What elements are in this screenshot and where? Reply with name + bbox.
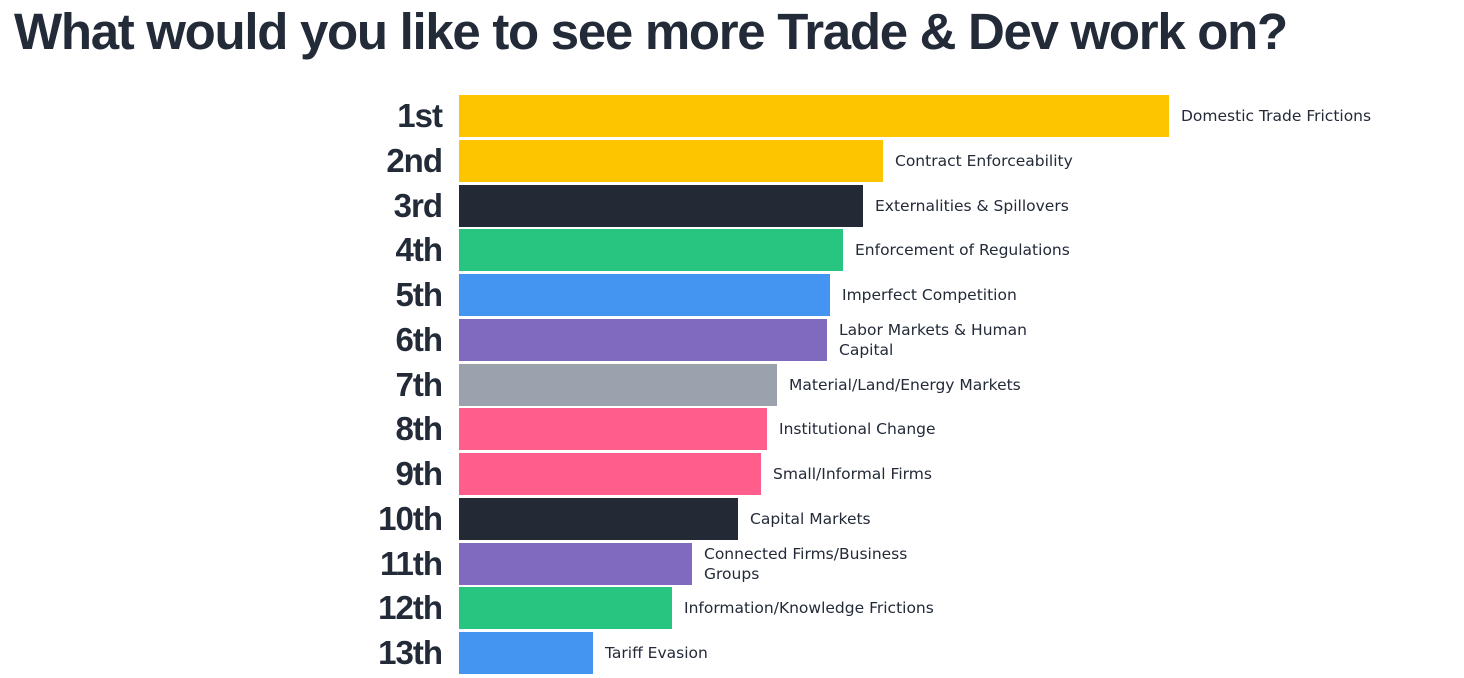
bar	[459, 497, 738, 540]
bar	[459, 95, 1169, 137]
bar-label: Externalities & Spillovers	[875, 196, 1069, 215]
rank-label: 3rd	[393, 186, 443, 224]
rank-label: 7th	[395, 365, 444, 403]
rank-label: 4th	[395, 231, 444, 269]
bar-label: Imperfect Competition	[842, 286, 1017, 304]
bar	[459, 139, 883, 182]
bar-label: Material/Land/Energy Markets	[789, 375, 1021, 394]
bar	[459, 184, 863, 227]
bar	[459, 453, 761, 495]
rank-label: 10th	[378, 499, 443, 537]
rank-label: 6th	[395, 320, 444, 358]
bar-label: Labor Markets & Human Capital	[839, 320, 1027, 359]
bar	[459, 229, 843, 272]
rank-label: 12th	[378, 589, 443, 627]
bar	[459, 363, 777, 406]
bar	[459, 587, 672, 630]
bar-label: Enforcement of Regulations	[855, 241, 1070, 260]
chart-title: What would you like to see more Trade & …	[14, 3, 1288, 60]
bar	[459, 274, 830, 316]
rank-label: 8th	[395, 410, 444, 448]
bar-label: Institutional Change	[779, 420, 936, 439]
bar	[459, 318, 827, 361]
rank-label: 11th	[379, 544, 443, 582]
bar-label: Connected Firms/Business Groups	[704, 544, 908, 583]
bar-label: Small/Informal Firms	[773, 465, 932, 483]
bar-label: Tariff Evasion	[605, 644, 708, 662]
rank-label: 9th	[395, 455, 444, 492]
bar	[459, 632, 593, 674]
bar	[459, 408, 767, 451]
bar	[459, 542, 692, 585]
rank-label: 5th	[395, 276, 444, 313]
bar-label: Capital Markets	[750, 509, 871, 528]
bar-label: Domestic Trade Frictions	[1181, 107, 1372, 125]
rank-label: 2nd	[386, 141, 443, 179]
bar-label: Contract Enforceability	[895, 151, 1073, 170]
rank-label: 1st	[397, 97, 443, 134]
bar-label: Information/Knowledge Frictions	[684, 599, 934, 618]
rank-label: 13th	[378, 634, 443, 671]
